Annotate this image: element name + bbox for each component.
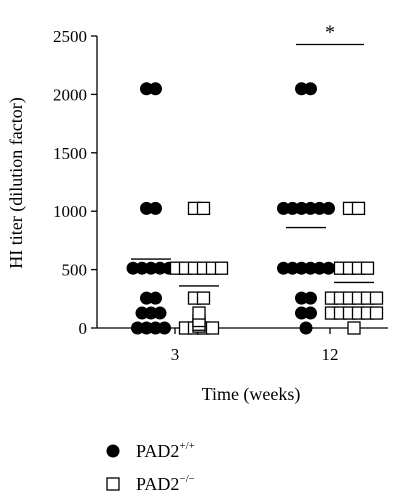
data-point: [295, 291, 308, 305]
data-point: [295, 201, 308, 215]
data-point: [286, 201, 299, 215]
y-tick-label: 0: [79, 319, 88, 338]
y-tick-label: 2500: [53, 27, 87, 46]
legend-marker-square: [106, 477, 120, 491]
data-point: [196, 201, 211, 216]
data-point: [369, 291, 384, 305]
data-point: [126, 261, 140, 275]
data-point: [140, 291, 153, 305]
axis-labels: Time (weeks) HI titer (dilution factor): [6, 97, 300, 405]
data-point: [313, 261, 326, 275]
y-axis-title: HI titer (dilution factor): [6, 97, 27, 268]
data-point: [313, 201, 326, 215]
data-point: [295, 261, 308, 275]
data-point: [369, 306, 384, 320]
data-point: [196, 291, 211, 305]
legend: PAD2+/+ PAD2−/−: [106, 440, 195, 494]
data-point: [214, 261, 229, 275]
data-point: [140, 321, 153, 335]
data-point: [140, 82, 153, 96]
data-point: [304, 82, 317, 96]
data-point: [149, 291, 162, 305]
data-point: [299, 321, 313, 335]
x-tick-label: 12: [322, 345, 339, 364]
legend-marker-circle: [106, 444, 120, 458]
data-point: [304, 201, 317, 215]
legend-label: PAD2−/−: [136, 473, 195, 494]
data-point: [153, 306, 167, 320]
data-point: [351, 201, 366, 216]
data-point: [149, 321, 162, 335]
data-point: [295, 306, 308, 320]
data-point: [347, 321, 361, 335]
data-point: [277, 261, 290, 275]
data-point: [144, 306, 158, 320]
data-point: [158, 321, 171, 335]
data-point: [322, 201, 335, 215]
data-point: [140, 201, 153, 215]
data-point: [277, 201, 290, 215]
legend-label: PAD2+/+: [136, 440, 195, 461]
data-point: [144, 261, 158, 275]
data-point: [322, 261, 335, 275]
data-point: [135, 261, 149, 275]
data-point: [192, 306, 206, 320]
data-point: [360, 261, 375, 275]
data-point: [286, 261, 299, 275]
data-point: [149, 82, 162, 96]
axes: 0 500 1000 1500 2000 2500 3 12: [53, 27, 388, 364]
x-axis-title: Time (weeks): [202, 384, 301, 405]
data-point: [149, 201, 162, 215]
data-marks: *: [126, 22, 384, 335]
data-point: [205, 321, 220, 335]
data-point: [304, 306, 317, 320]
data-point: [295, 82, 308, 96]
data-point: [304, 261, 317, 275]
y-tick-label: 1000: [53, 202, 87, 221]
data-point: [135, 306, 149, 320]
data-point: [153, 261, 167, 275]
data-point: [131, 321, 144, 335]
y-tick-label: 500: [62, 261, 88, 280]
y-tick-label: 2000: [53, 85, 87, 104]
data-point: [304, 291, 317, 305]
x-tick-label: 3: [171, 345, 180, 364]
significance-star: *: [325, 22, 335, 44]
y-tick-label: 1500: [53, 144, 87, 163]
